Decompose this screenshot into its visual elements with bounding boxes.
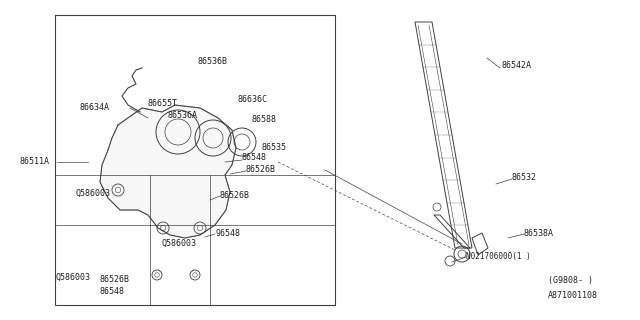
Text: 86548: 86548 xyxy=(100,286,125,295)
Text: 86538A: 86538A xyxy=(524,228,554,237)
Text: 86636C: 86636C xyxy=(238,95,268,105)
Text: 86588: 86588 xyxy=(252,116,277,124)
Text: 86548: 86548 xyxy=(242,154,267,163)
Text: Q586003: Q586003 xyxy=(76,188,111,197)
Text: 86536A: 86536A xyxy=(168,110,198,119)
Text: 86535: 86535 xyxy=(262,143,287,153)
Polygon shape xyxy=(100,105,236,238)
Text: Q586003: Q586003 xyxy=(162,238,197,247)
Text: A871001108: A871001108 xyxy=(548,292,598,300)
Text: 86511A: 86511A xyxy=(20,157,50,166)
Text: N021706000(1 ): N021706000(1 ) xyxy=(466,252,531,260)
Text: 96548: 96548 xyxy=(215,228,240,237)
Text: 86526B: 86526B xyxy=(100,275,130,284)
Text: Q586003: Q586003 xyxy=(56,273,91,282)
Text: 86634A: 86634A xyxy=(80,103,110,113)
Text: (G9808- ): (G9808- ) xyxy=(548,276,593,285)
Text: 86532: 86532 xyxy=(512,173,537,182)
Text: 86655T: 86655T xyxy=(148,100,178,108)
Text: 86536B: 86536B xyxy=(198,58,228,67)
Text: 86526B: 86526B xyxy=(246,165,276,174)
Text: 86526B: 86526B xyxy=(220,190,250,199)
Text: 86542A: 86542A xyxy=(502,61,532,70)
